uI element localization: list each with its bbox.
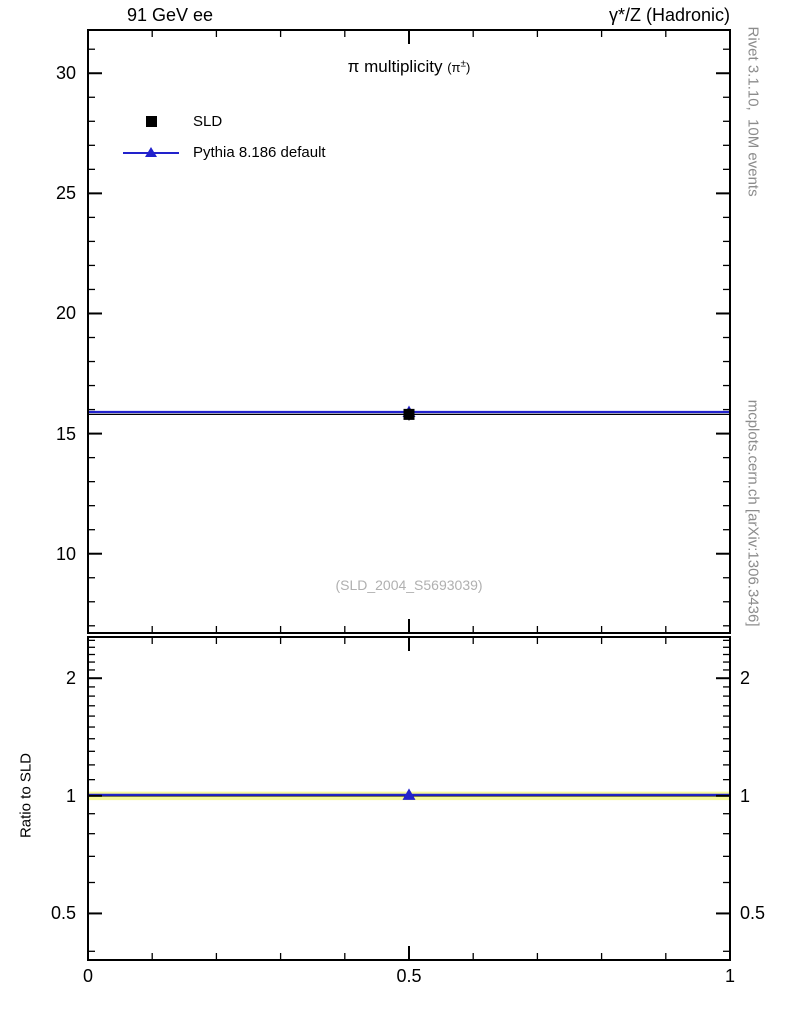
frames <box>87 29 731 961</box>
x-tick-label: 1 <box>724 966 735 986</box>
x-tick-label: 0.5 <box>396 966 422 986</box>
main-frame <box>87 29 731 634</box>
plot-title-main: π multiplicity <box>347 57 443 76</box>
legend-label-pythia: Pythia 8.186 default <box>193 144 326 161</box>
legend-item-sld: SLD <box>122 106 326 137</box>
black-square-marker-icon <box>122 106 180 137</box>
legend: SLD Pythia 8.186 default <box>122 106 326 168</box>
ratio-mc-triangle-marker <box>402 788 416 800</box>
ratio-frame <box>87 636 731 961</box>
process-label: γ*/Z (Hadronic) <box>608 5 730 25</box>
legend-item-pythia: Pythia 8.186 default <box>122 137 326 168</box>
rivet-version-label: Rivet 3.1.10, 10M events <box>744 26 762 197</box>
main-y-tick-label: 15 <box>55 423 76 444</box>
analysis-id-watermark: (SLD_2004_S5693039) <box>335 577 483 593</box>
blue-line-triangle-marker-icon <box>122 137 180 168</box>
legend-label-sld: SLD <box>193 113 223 130</box>
ratio-y-tick-label-left: 0.5 <box>50 903 76 924</box>
ratio-y-tick-label-right: 1 <box>740 785 751 806</box>
data-point-marker <box>403 408 415 420</box>
plot-title: π multiplicity (π±) <box>88 57 730 77</box>
axis-ticks <box>87 30 731 960</box>
ratio-y-tick-label-left: 2 <box>65 668 76 689</box>
ratio-y-tick-label-left: 1 <box>65 785 76 806</box>
beam-energy-label: 91 GeV ee <box>127 5 214 25</box>
main-y-tick-label: 20 <box>55 303 76 324</box>
plot-title-paren-close: ) <box>466 60 471 75</box>
ratio-mc-series <box>88 788 730 800</box>
x-tick-label: 0 <box>82 966 93 986</box>
plot-title-paren-open: (π <box>447 60 461 75</box>
plot-title-paren-sup: ± <box>460 58 467 70</box>
mcplots-reference-label: mcplots.cern.ch [arXiv:1306.3436] <box>744 399 762 627</box>
ratio-y-tick-label-right: 0.5 <box>740 903 766 924</box>
main-y-tick-label: 25 <box>55 183 76 204</box>
main-y-tick-label: 10 <box>55 543 76 564</box>
plot-title-particle: (π±) <box>447 58 471 75</box>
main-series <box>88 405 730 421</box>
main-y-tick-label: 30 <box>55 63 76 84</box>
ratio-y-tick-label-right: 2 <box>740 668 751 689</box>
